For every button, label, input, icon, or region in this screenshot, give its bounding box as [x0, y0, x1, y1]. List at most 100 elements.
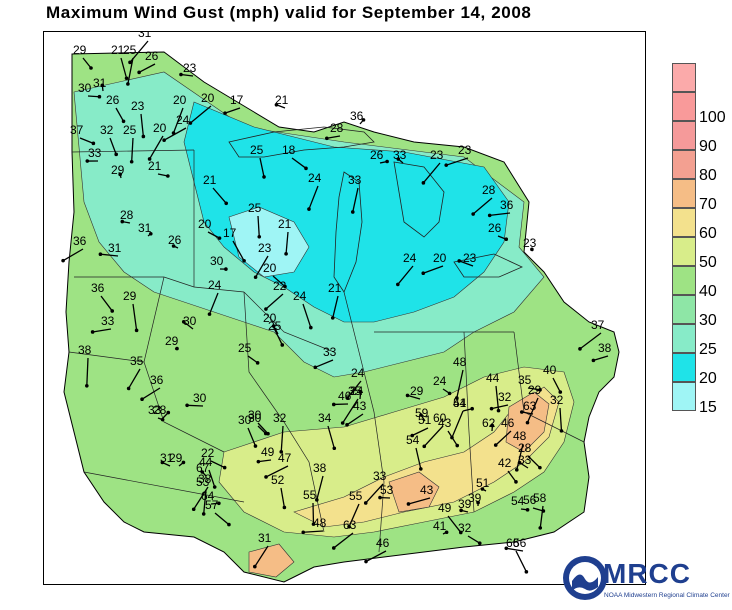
gust-arrowhead — [224, 201, 229, 206]
gust-arrowhead — [253, 444, 258, 448]
gust-arrowhead — [325, 136, 329, 141]
gust-arrow — [132, 303, 138, 331]
gust-arrow — [348, 503, 360, 527]
gust-arrowhead — [493, 443, 498, 447]
gust-arrowhead — [217, 236, 222, 240]
gust-arrowhead — [378, 495, 382, 500]
station-gust-value: 36 — [73, 234, 87, 248]
gust-arrow — [526, 397, 539, 423]
station-gust-value: 38 — [598, 341, 612, 355]
station-gust-value: 41 — [453, 396, 467, 410]
legend-label: 60 — [699, 225, 717, 242]
gust-arrowhead — [162, 138, 166, 142]
gust-arrowhead — [121, 119, 126, 124]
contour-60-70-central — [388, 471, 440, 513]
gust-arrow — [506, 547, 524, 552]
gust-arrowhead — [480, 487, 485, 491]
station-gust-value: 36 — [350, 109, 364, 123]
logo-subtitle: NOAA Midwestern Regional Climate Center — [604, 592, 730, 599]
gust-arrowhead — [489, 406, 494, 411]
gust-arrowhead — [91, 141, 96, 146]
gust-arrowhead — [447, 391, 452, 396]
gust-arrow — [559, 407, 563, 431]
gust-arrow — [327, 425, 335, 449]
gust-arrow — [352, 187, 359, 213]
gust-arrowhead — [171, 244, 176, 248]
station-gust-value: 64 — [201, 489, 215, 503]
station-gust-value: 49 — [438, 501, 452, 515]
gust-arrowhead — [185, 403, 189, 408]
station-gust-value: 51 — [418, 413, 432, 427]
gust-arrow — [109, 137, 117, 155]
gust-arrowhead — [514, 480, 518, 484]
station-gust-value: 56 — [513, 536, 527, 550]
gust-arrowhead — [591, 358, 596, 363]
gust-arrow — [593, 355, 609, 361]
gust-arrowhead — [126, 82, 130, 86]
gust-arrow — [208, 469, 216, 488]
station-gust-value: 32 — [550, 393, 564, 407]
gust-arrowhead — [85, 159, 90, 163]
gust-arrowhead — [201, 512, 206, 516]
gust-arrowhead — [90, 330, 95, 334]
gust-arrow — [467, 535, 481, 544]
gust-arrowhead — [274, 102, 279, 107]
gust-arrowhead — [487, 213, 492, 218]
station-gust-value: 56 — [523, 493, 537, 507]
gust-arrow — [527, 387, 541, 391]
station-gust-value: 53 — [380, 483, 394, 497]
legend-swatch — [672, 266, 696, 295]
gust-arrowhead — [578, 347, 582, 351]
station-gust-value: 24 — [351, 366, 365, 380]
gust-arrow — [285, 231, 289, 254]
gust-arrowhead — [227, 522, 231, 527]
gust-arrowhead — [419, 467, 423, 471]
station-gust-value: 41 — [433, 519, 447, 533]
gust-arrowhead — [188, 121, 193, 125]
gust-arrowhead — [504, 237, 509, 242]
station-gust-value: 33 — [88, 146, 102, 160]
gust-arrow — [257, 215, 260, 237]
station-gust-value: 39 — [468, 491, 482, 505]
gust-arrowhead — [224, 267, 228, 271]
gust-arrow — [291, 157, 307, 169]
station-gust-value: 24 — [350, 384, 364, 398]
gust-arrow — [207, 231, 220, 239]
station-gust-value: 33 — [393, 148, 407, 162]
gust-arrow — [333, 532, 354, 549]
station-gust-value: 31 — [258, 531, 272, 545]
station-gust-value: 26 — [106, 93, 120, 107]
station-gust-value: 44 — [486, 371, 500, 385]
station-gust-value: 21 — [203, 173, 217, 187]
gust-arrow — [247, 427, 257, 447]
gust-arrowhead — [405, 393, 410, 398]
station-gust-value: 29 — [111, 163, 125, 177]
gust-arrowhead — [496, 408, 501, 413]
gust-arrowhead — [110, 309, 115, 313]
station-gust-value: 23 — [258, 241, 272, 255]
station-gust-value: 24 — [403, 251, 417, 265]
station-gust-value: 22 — [273, 279, 287, 293]
station-gust-value: 23 — [131, 99, 145, 113]
gust-arrowhead — [311, 522, 316, 526]
gust-arrowhead — [222, 465, 227, 470]
station-gust-value: 25 — [250, 143, 264, 157]
gust-arrow — [265, 293, 284, 310]
gust-arrowhead — [304, 166, 308, 171]
station-gust-value: 48 — [513, 429, 527, 443]
station-gust-value: 18 — [282, 143, 296, 157]
gust-arrowhead — [422, 444, 427, 449]
gust-arrow — [187, 404, 204, 407]
gust-arrow — [265, 465, 289, 478]
station-gust-value: 58 — [533, 491, 547, 505]
gust-arrowhead — [223, 111, 227, 115]
legend-label: 50 — [699, 254, 717, 271]
gust-arrowhead — [421, 181, 426, 185]
legend-label: 70 — [699, 196, 717, 213]
gust-arrowhead — [455, 396, 459, 400]
gust-arrow — [539, 505, 544, 529]
station-gust-value: 20 — [263, 261, 277, 275]
station-gust-value: 59 — [415, 406, 429, 420]
station-gust-value: 54 — [406, 433, 420, 447]
